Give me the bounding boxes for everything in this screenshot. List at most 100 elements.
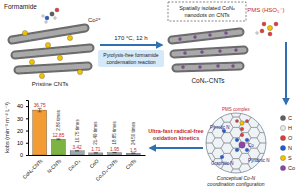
graphical-abstract: FormamideCo²⁺Pristine CNTs 170 °C, 12 h Py…	[0, 0, 302, 189]
legend-swatch	[280, 125, 285, 130]
lattice-cell	[239, 133, 251, 143]
tick-label: 40	[17, 103, 23, 109]
conx-nanodot	[219, 50, 222, 53]
synthesis-step: 170 °C, 12 hPyrolysis-free formamidecond…	[98, 35, 164, 67]
highlight-box	[168, 2, 246, 21]
pristine-cnts: FormamideCo²⁺Pristine CNTs	[4, 3, 101, 87]
conx-nanodot	[194, 36, 197, 39]
reaction-label: Pyrolysis-free formamide	[103, 52, 159, 58]
highlight-label: Spatially isolated CoNₓ	[179, 5, 235, 11]
lattice-cell	[185, 70, 197, 80]
lattice-cell	[203, 112, 215, 122]
lattice-cell	[239, 164, 251, 174]
lattice-cell	[257, 91, 269, 101]
lattice-cell	[275, 133, 287, 143]
tick-mark	[26, 106, 28, 107]
condition-label: 170 °C, 12 h	[114, 35, 147, 41]
legend-label: Co	[288, 165, 295, 171]
highlight-label: nanodots on CNTs	[184, 12, 229, 18]
lattice-cell	[203, 70, 215, 80]
lattice-cell	[194, 179, 206, 189]
pms: PMS (HSO₅⁻)	[247, 7, 286, 104]
lattice-cell	[176, 117, 188, 127]
cobalt-ion	[39, 73, 44, 78]
conx-nanodot	[182, 66, 185, 69]
mechanism-label: Co	[248, 143, 254, 148]
lattice-cell	[248, 127, 260, 137]
lattice-cell	[203, 101, 215, 111]
cnt	[12, 28, 85, 40]
lattice-cell	[176, 86, 188, 96]
atom	[45, 16, 49, 20]
lattice-cell	[248, 86, 260, 96]
legend-swatch	[280, 145, 285, 150]
lattice-cell	[275, 153, 287, 163]
tick-label: CoO	[88, 158, 100, 170]
lattice-cell	[221, 133, 233, 143]
tick-mark	[26, 131, 28, 132]
tick: CoO	[88, 158, 100, 170]
atom	[55, 8, 59, 12]
atom	[239, 142, 245, 148]
lattice-cell	[275, 112, 287, 122]
lattice-cell	[257, 112, 269, 122]
legend-swatch	[280, 135, 285, 140]
formamide-label: Formamide	[4, 3, 37, 10]
lattice-cell	[239, 70, 251, 80]
bar	[51, 139, 65, 155]
tick: CoNₓ-CNTs	[21, 157, 44, 180]
pristine-label: Pristine CNTs	[32, 81, 68, 87]
error-bar	[131, 153, 135, 154]
legend-label: S	[288, 155, 292, 161]
bars	[33, 108, 141, 155]
lattice-cell	[257, 70, 269, 80]
mechanism-caption: coordination configuration	[207, 181, 264, 187]
conx-nanodot	[225, 32, 228, 35]
lattice-cell	[176, 179, 188, 189]
cnt	[174, 50, 244, 54]
data-label: 36.75	[34, 103, 46, 108]
error-bar	[113, 152, 117, 153]
ratio-annotation: 18.85 times	[112, 120, 117, 144]
lattice-cell	[239, 112, 251, 122]
bar	[70, 151, 84, 155]
lattice-cell	[194, 75, 206, 85]
lattice-cell	[185, 164, 197, 174]
atom	[235, 119, 238, 122]
lattice-cell	[230, 65, 242, 75]
lattice-cell	[221, 91, 233, 101]
data-label: 3.42	[72, 145, 82, 150]
lattice-cell	[185, 112, 197, 122]
bar	[126, 153, 140, 155]
tick: 20	[17, 128, 28, 134]
tick-label: CoNₓ-CNTs	[21, 157, 44, 180]
conx-nanodot	[201, 51, 204, 54]
lattice-cell	[230, 75, 242, 85]
lattice-cell	[248, 138, 260, 148]
lattice-cell	[239, 81, 251, 91]
lattice-cell	[176, 159, 188, 169]
cnt	[18, 66, 88, 70]
mechanism-label: Pyridinic N	[248, 158, 270, 163]
lattice-cell	[194, 117, 206, 127]
kinetics-label: oxidation kinetics	[153, 135, 199, 141]
legend-label: C	[288, 115, 292, 121]
lattice-cell	[194, 169, 206, 179]
data-label: 1.71	[91, 147, 101, 152]
atom	[240, 133, 244, 137]
tick-label: Co₃O₄	[67, 158, 81, 172]
lattice-cell	[176, 75, 188, 85]
lattice-cell	[266, 65, 278, 75]
lattice-cell	[248, 117, 260, 127]
lattice-cell	[212, 96, 224, 106]
conx-nanodot	[232, 65, 235, 68]
lattice-cell	[230, 86, 242, 96]
lattice-cell	[221, 81, 233, 91]
conx-nanodot	[217, 65, 220, 68]
x-axis: CoNₓ-CNTsN-CNTsCo₃O₄CoOCo₃O₄-CNTsCNTs	[21, 156, 145, 182]
lattice-cell	[248, 75, 260, 85]
y-axis-title: kobs (min⁻¹ m⁻² L⁻¹)	[4, 102, 10, 153]
atom	[268, 32, 272, 36]
mechanism-label: PMS complex	[222, 107, 251, 112]
cobalt-ion	[57, 55, 62, 60]
